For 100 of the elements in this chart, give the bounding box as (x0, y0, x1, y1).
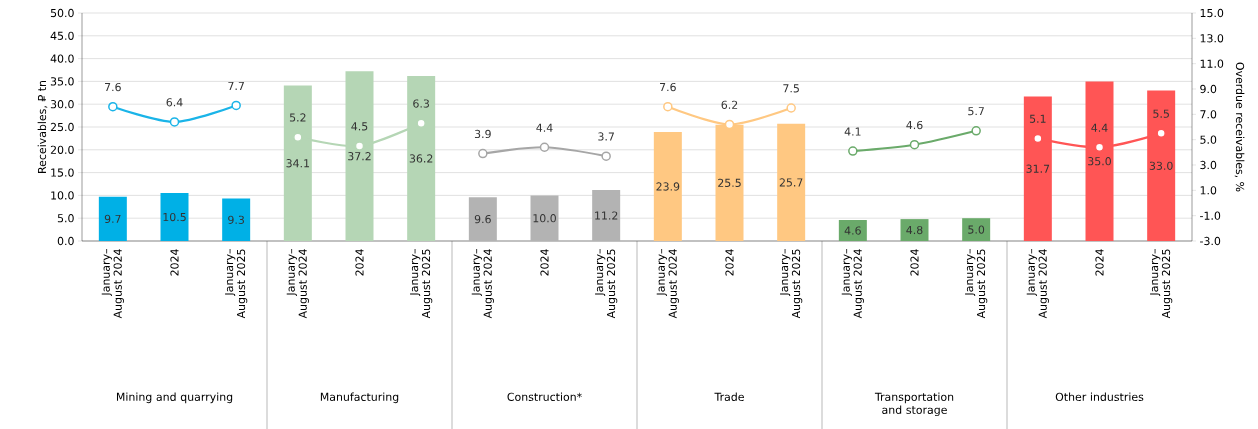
point (663, 101, 673, 112)
x-tick-label: January–August 2024 (841, 249, 864, 319)
data-label: 33.0 (1149, 161, 1173, 170)
y2-tick-label: 13.0 (1200, 34, 1224, 43)
point (848, 146, 858, 156)
data-label: 3.7 (598, 132, 614, 141)
data-label: 7.6 (660, 82, 676, 92)
data-label: 10.0 (533, 214, 556, 223)
text: Construction* (507, 392, 582, 401)
data-label: 6.2 (721, 100, 738, 109)
data-label: 5.7 (968, 107, 984, 116)
point (169, 117, 180, 127)
x-tick-label: January–August 2024 (656, 249, 679, 319)
data-label: 34.1 (286, 159, 310, 168)
bar (653, 132, 682, 241)
y-tick-label: 20.0 (50, 145, 74, 154)
data-label: 7.5 (783, 84, 799, 93)
x-tick-label: 2024 (1095, 249, 1104, 276)
y-tick-label: 15.0 (51, 168, 74, 177)
data-label: 31.7 (1026, 164, 1050, 173)
bar (838, 220, 867, 241)
data-label: 10.5 (163, 212, 186, 222)
data-label: 5.2 (289, 113, 306, 122)
data-label: 25.5 (718, 178, 741, 188)
data-label: 5.0 (968, 225, 985, 234)
bar (222, 198, 251, 241)
data-label: 5.5 (1153, 109, 1169, 118)
y-tick-label: 50.0 (50, 8, 74, 18)
x-tick-label: 2024 (910, 249, 919, 276)
bar (962, 218, 991, 241)
data-label: 37.2 (348, 152, 371, 161)
data-label: 4.6 (906, 120, 923, 130)
y2-tick-label: 11.0 (1200, 59, 1224, 68)
data-label: 36.2 (409, 154, 433, 163)
data-label: 9.3 (228, 215, 244, 224)
point (108, 101, 118, 112)
data-label: 23.9 (656, 182, 680, 191)
x-tick-label: January–August 2025 (410, 249, 433, 319)
bar (900, 219, 929, 241)
y2-tick-label: 1.0 (1200, 186, 1217, 195)
bar (98, 196, 127, 241)
x-tick-label: January–August 2025 (225, 249, 248, 319)
data-label: 4.6 (844, 226, 861, 235)
x-tick-label: 2024 (725, 249, 734, 276)
text: Manufacturing (320, 392, 399, 404)
data-label: 35.0 (1088, 157, 1111, 166)
x-tick-label: January–August 2025 (1150, 249, 1173, 319)
data-label: 9.6 (474, 214, 491, 224)
y2-tick-label: 5.0 (1200, 135, 1217, 144)
x-tick-label: January–August 2025 (780, 249, 803, 319)
y-tick-label: 35.0 (50, 77, 74, 86)
y-tick-label: 0.0 (57, 236, 74, 246)
y-axis-title: Receivables, ₽ tn (37, 80, 48, 173)
data-label: 6.3 (413, 99, 429, 108)
data-label: 7.7 (228, 81, 244, 90)
x-tick-label: January–August 2025 (595, 249, 618, 319)
y-tick-label: 10.0 (51, 191, 74, 200)
y-tick-label: 30.0 (50, 100, 74, 109)
point (539, 142, 550, 153)
data-label: 11.2 (595, 211, 618, 220)
point (601, 151, 611, 161)
bar (777, 123, 806, 241)
y-tick-label: 25.0 (50, 122, 74, 132)
y-tick-label: 5.0 (57, 214, 74, 223)
text: Transportation and storage (874, 392, 954, 417)
point (478, 148, 488, 159)
point (786, 103, 796, 113)
text: Mining and quarrying (116, 392, 233, 404)
y2-axis-title: Overdue receivables, % (1234, 62, 1245, 192)
bar (160, 193, 189, 241)
data-label: 5.1 (1029, 114, 1046, 123)
y2-tick-label: 3.0 (1200, 160, 1217, 170)
data-label: 7.6 (105, 82, 121, 92)
data-label: 6.4 (166, 98, 183, 107)
data-label: 3.9 (474, 129, 491, 139)
x-tick-label: 2024 (170, 249, 179, 276)
y-tick-label: 40.0 (50, 54, 74, 63)
x-tick-label: 2024 (540, 249, 549, 276)
y2-tick-label: 7.0 (1200, 110, 1217, 119)
point (909, 139, 920, 150)
y-tick-label: 45.0 (50, 31, 74, 40)
text: Other industries (1055, 392, 1144, 401)
text: Trade (714, 392, 744, 401)
point (231, 100, 241, 111)
x-tick-label: January–August 2024 (101, 249, 124, 319)
y2-tick-label: 15.0 (1200, 8, 1224, 18)
x-tick-label: January–August 2024 (1026, 249, 1049, 319)
data-label: 4.4 (1091, 123, 1108, 132)
y2-tick-label: -1.0 (1200, 211, 1221, 220)
y2-tick-label: -3.0 (1200, 236, 1221, 246)
x-tick-label: January–August 2024 (286, 249, 309, 319)
x-tick-label: 2024 (355, 249, 364, 276)
x-tick-label: January–August 2025 (965, 249, 988, 319)
data-label: 9.7 (104, 214, 121, 224)
y2-tick-label: 9.0 (1200, 84, 1217, 94)
x-tick-label: January–August 2024 (471, 249, 494, 319)
data-label: 4.8 (906, 225, 923, 235)
data-label: 4.5 (351, 122, 368, 131)
data-label: 4.1 (844, 127, 861, 136)
data-label: 25.7 (779, 178, 803, 187)
